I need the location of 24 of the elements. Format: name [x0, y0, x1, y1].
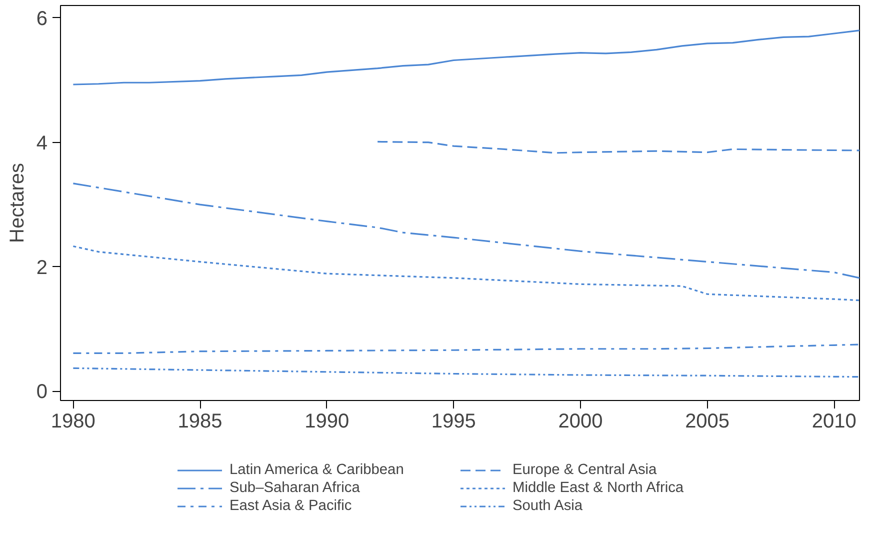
- legend-label: East Asia & Pacific: [230, 496, 353, 514]
- legend-label: Middle East & North Africa: [512, 478, 685, 496]
- x-tick-label: 2000: [558, 410, 603, 432]
- legend-label: Europe & Central Asia: [512, 460, 658, 478]
- line-series: [72, 367, 860, 378]
- line-series: [72, 30, 860, 86]
- y-axis-title: Hectares: [6, 162, 28, 244]
- line-series: [376, 140, 860, 154]
- y-tick-label: 6: [36, 8, 48, 30]
- x-tick-label: 2005: [685, 410, 730, 432]
- y-tick-label: 0: [36, 381, 48, 404]
- line-series: [72, 245, 860, 302]
- x-tick-label: 1985: [178, 410, 222, 432]
- y-tick-label: 2: [36, 256, 48, 279]
- legend-label: Sub–Saharan Africa: [230, 478, 361, 496]
- line-series: [72, 182, 860, 279]
- x-tick-label: 1990: [304, 410, 350, 432]
- x-tick-label: 1995: [431, 410, 476, 432]
- x-tick-label: 2010: [812, 410, 856, 432]
- legend-label: Latin America & Caribbean: [230, 460, 405, 478]
- x-tick-label: 1980: [50, 410, 96, 432]
- y-tick-label: 4: [36, 132, 48, 154]
- legend-label: South Asia: [512, 496, 584, 514]
- line-series: [72, 344, 860, 354]
